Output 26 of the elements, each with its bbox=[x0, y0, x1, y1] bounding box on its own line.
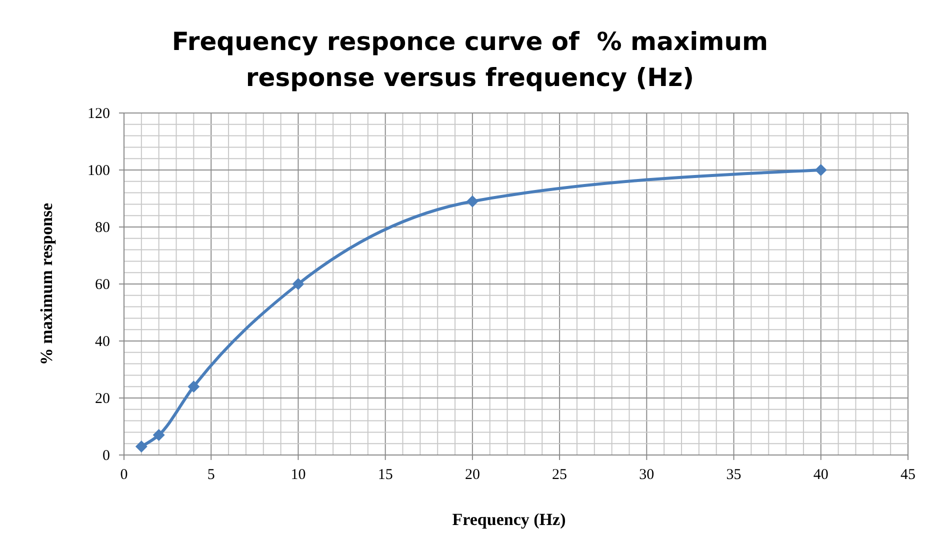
point bbox=[292, 278, 304, 290]
point bbox=[188, 380, 200, 393]
y-tick-label: 60 bbox=[95, 277, 110, 293]
y-axis-title: % maximum response bbox=[37, 202, 56, 366]
y-tick-label: 0 bbox=[102, 448, 110, 464]
x-tick-label: 25 bbox=[552, 467, 568, 483]
y-tick-label: 100 bbox=[88, 163, 110, 179]
x-tick-label: 5 bbox=[207, 467, 215, 483]
point bbox=[135, 440, 148, 452]
y-tick-label: 120 bbox=[88, 106, 110, 122]
x-tick-label: 20 bbox=[464, 467, 480, 483]
x-tick-label: 15 bbox=[378, 467, 393, 483]
y-tick-label: 40 bbox=[95, 334, 110, 350]
x-tick-label: 40 bbox=[813, 467, 828, 483]
point bbox=[814, 164, 827, 176]
point bbox=[466, 195, 478, 208]
x-tick-label: 45 bbox=[900, 467, 916, 483]
chart-title: Frequency responce curve of % maximum response versus frequency (Hz) bbox=[172, 27, 768, 92]
x-tick-label: 0 bbox=[120, 467, 128, 483]
x-tick-label: 10 bbox=[290, 467, 306, 483]
point bbox=[152, 429, 165, 442]
x-tick-label: 35 bbox=[726, 467, 742, 483]
x-tick-label: 30 bbox=[639, 467, 654, 483]
y-tick-label: 20 bbox=[95, 391, 110, 407]
y-tick-label: 80 bbox=[95, 220, 110, 236]
x-axis-title: Frequency (Hz) bbox=[452, 510, 566, 529]
